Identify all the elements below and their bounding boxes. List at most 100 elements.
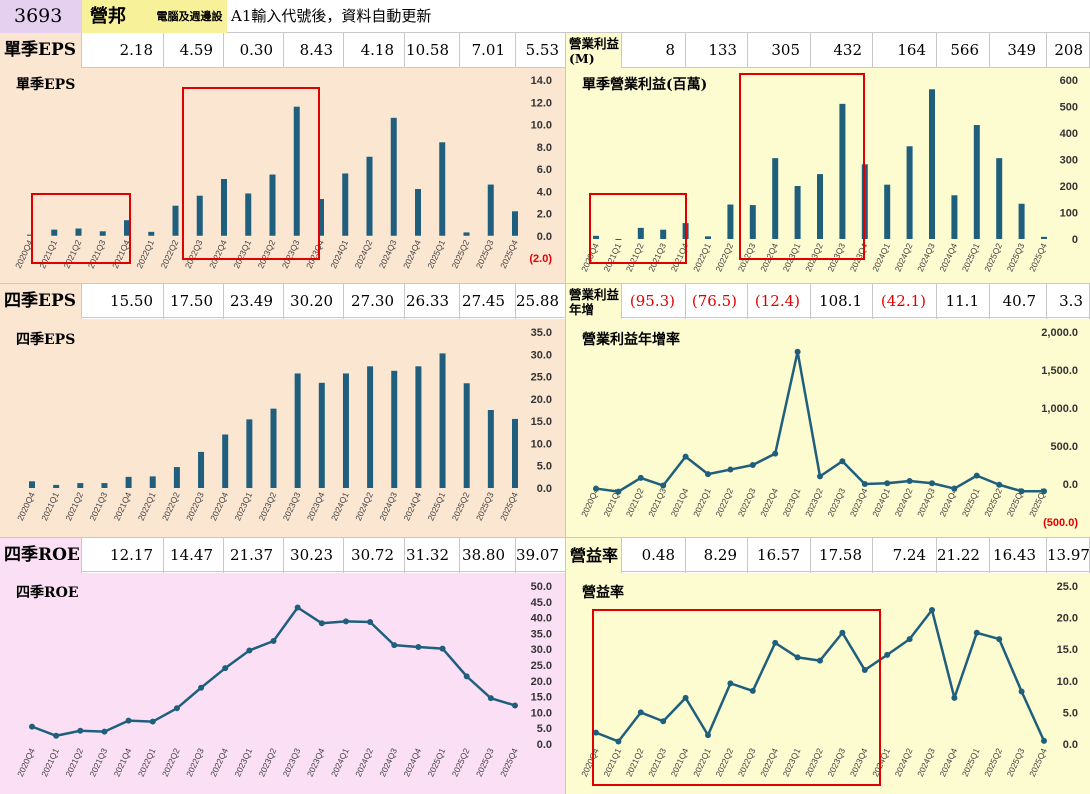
x-tick-label: 2023Q4 bbox=[848, 746, 870, 778]
roe4-value: 30.72 bbox=[344, 538, 405, 573]
chart-title: 四季EPS bbox=[16, 332, 76, 348]
x-tick-label: 2021Q3 bbox=[646, 241, 668, 273]
data-point bbox=[637, 709, 644, 716]
x-tick-label: 2022Q4 bbox=[758, 241, 780, 273]
data-point bbox=[705, 732, 711, 739]
eps4-value: 27.45 bbox=[460, 284, 516, 319]
x-tick-label: 2022Q2 bbox=[158, 238, 180, 270]
x-tick-label: 2022Q1 bbox=[691, 486, 713, 518]
bar bbox=[615, 239, 622, 240]
x-tick-label: 2021Q4 bbox=[112, 746, 134, 778]
data-point bbox=[173, 705, 180, 712]
x-tick-label: 2025Q1 bbox=[426, 490, 448, 522]
bar bbox=[77, 483, 84, 488]
x-tick-label: 2024Q4 bbox=[937, 486, 959, 518]
bar bbox=[293, 106, 300, 236]
y-tick-label: 20.0 bbox=[531, 676, 552, 688]
data-point bbox=[727, 466, 734, 473]
eps-value: 10.58 bbox=[405, 33, 460, 68]
chart-title: 單季營業利益(百萬) bbox=[582, 77, 708, 93]
x-tick-label: 2024Q3 bbox=[915, 746, 937, 778]
data-point bbox=[951, 694, 958, 701]
eps4-value: 26.33 bbox=[405, 284, 460, 319]
x-tick-label: 2021Q4 bbox=[669, 746, 691, 778]
x-tick-label: 2022Q3 bbox=[736, 486, 758, 518]
bar bbox=[839, 103, 846, 239]
data-point bbox=[1041, 488, 1047, 495]
bar bbox=[367, 366, 374, 488]
data-point bbox=[951, 485, 958, 492]
data-point bbox=[861, 667, 868, 674]
data-point bbox=[29, 723, 35, 730]
y-tick-label: 25.0 bbox=[531, 372, 552, 384]
bar bbox=[439, 353, 446, 488]
x-tick-label: 2025Q2 bbox=[982, 486, 1004, 518]
roe4-value: 38.80 bbox=[460, 538, 516, 573]
opm-panel: 0.0 5.0 10.0 15.0 20.0 25.0 2020Q4 2021Q1 2021Q2… bbox=[566, 573, 1090, 794]
bar bbox=[172, 205, 179, 236]
eps-value: 7.01 bbox=[460, 33, 516, 68]
data-point bbox=[1018, 488, 1025, 495]
x-tick-label: 2025Q1 bbox=[426, 746, 448, 778]
stock-code[interactable]: 3693 bbox=[0, 0, 82, 33]
y-tick-label: 2.0 bbox=[537, 209, 552, 221]
x-tick-label: 2024Q4 bbox=[401, 238, 423, 270]
data-point bbox=[439, 645, 446, 652]
bar bbox=[951, 195, 958, 239]
op-yoy-value: 40.7 bbox=[990, 284, 1047, 319]
x-tick-label: 2021Q4 bbox=[669, 241, 691, 273]
opm-value: 17.58 bbox=[811, 538, 873, 573]
x-tick-label: 2023Q3 bbox=[281, 746, 303, 778]
data-point bbox=[973, 629, 980, 636]
x-tick-label: 2023Q3 bbox=[825, 746, 847, 778]
data-point bbox=[839, 458, 846, 465]
bar bbox=[772, 158, 779, 239]
op-income-quarterly-panel: 0 100 200 300 400 500 600 2020Q4 2021Q1 2021Q2 202… bbox=[566, 68, 1090, 283]
op-income-value: 208 bbox=[1047, 33, 1090, 68]
y-tick-label: 0.0 bbox=[537, 483, 552, 495]
y-tick-label: 35.0 bbox=[531, 327, 552, 339]
eps-row: 單季EPS 2.18 4.59 0.30 8.43 4.18 10.58 7.0… bbox=[0, 33, 566, 68]
bar bbox=[660, 229, 667, 239]
bar bbox=[245, 193, 252, 236]
x-tick-label: 2022Q1 bbox=[136, 490, 158, 522]
x-tick-label: 2021Q3 bbox=[87, 490, 109, 522]
bar bbox=[439, 142, 446, 236]
eps-4q-panel: 0.0 5.0 10.0 15.0 20.0 25.0 30.0 35.0 2020Q4 2021… bbox=[0, 319, 566, 537]
bar bbox=[51, 229, 58, 236]
y-tick-label: 500.0 bbox=[1050, 441, 1078, 453]
opm-row-label: 營益率 bbox=[566, 538, 622, 573]
op-income-row-label: 營業利益(M) bbox=[566, 33, 622, 68]
y-tick-label: 1,500.0 bbox=[1041, 365, 1078, 377]
data-point bbox=[929, 607, 935, 614]
x-tick-label: 2021Q1 bbox=[37, 238, 59, 270]
x-tick-label: 2023Q1 bbox=[231, 238, 253, 270]
bar bbox=[749, 205, 756, 239]
x-tick-label: 2020Q4 bbox=[579, 746, 601, 778]
x-tick-label: 2024Q2 bbox=[353, 746, 375, 778]
bar bbox=[973, 125, 980, 239]
y-tick-label: 25.0 bbox=[1057, 581, 1078, 593]
data-point bbox=[198, 684, 205, 691]
x-tick-label: 2022Q4 bbox=[208, 490, 230, 522]
chart-title: 四季ROE bbox=[16, 585, 79, 601]
series-line bbox=[595, 350, 1044, 493]
data-point bbox=[391, 642, 398, 649]
bar bbox=[318, 199, 324, 236]
eps-value: 0.30 bbox=[224, 33, 284, 68]
x-tick-label: 2022Q3 bbox=[736, 746, 758, 778]
x-tick-label: 2021Q2 bbox=[63, 490, 85, 522]
bar bbox=[270, 408, 277, 488]
data-point bbox=[929, 480, 935, 487]
x-tick-label: 2023Q4 bbox=[848, 241, 870, 273]
data-point bbox=[682, 694, 689, 701]
bar bbox=[125, 476, 132, 488]
x-tick-label: 2022Q4 bbox=[207, 238, 229, 270]
bar bbox=[884, 184, 891, 239]
x-tick-label: 2025Q2 bbox=[449, 238, 471, 270]
bar bbox=[294, 373, 301, 488]
x-tick-label: 2023Q2 bbox=[803, 486, 825, 518]
data-point bbox=[637, 474, 644, 481]
y-tick-label: 15.0 bbox=[531, 416, 552, 428]
x-tick-label: 2023Q4 bbox=[305, 490, 327, 522]
